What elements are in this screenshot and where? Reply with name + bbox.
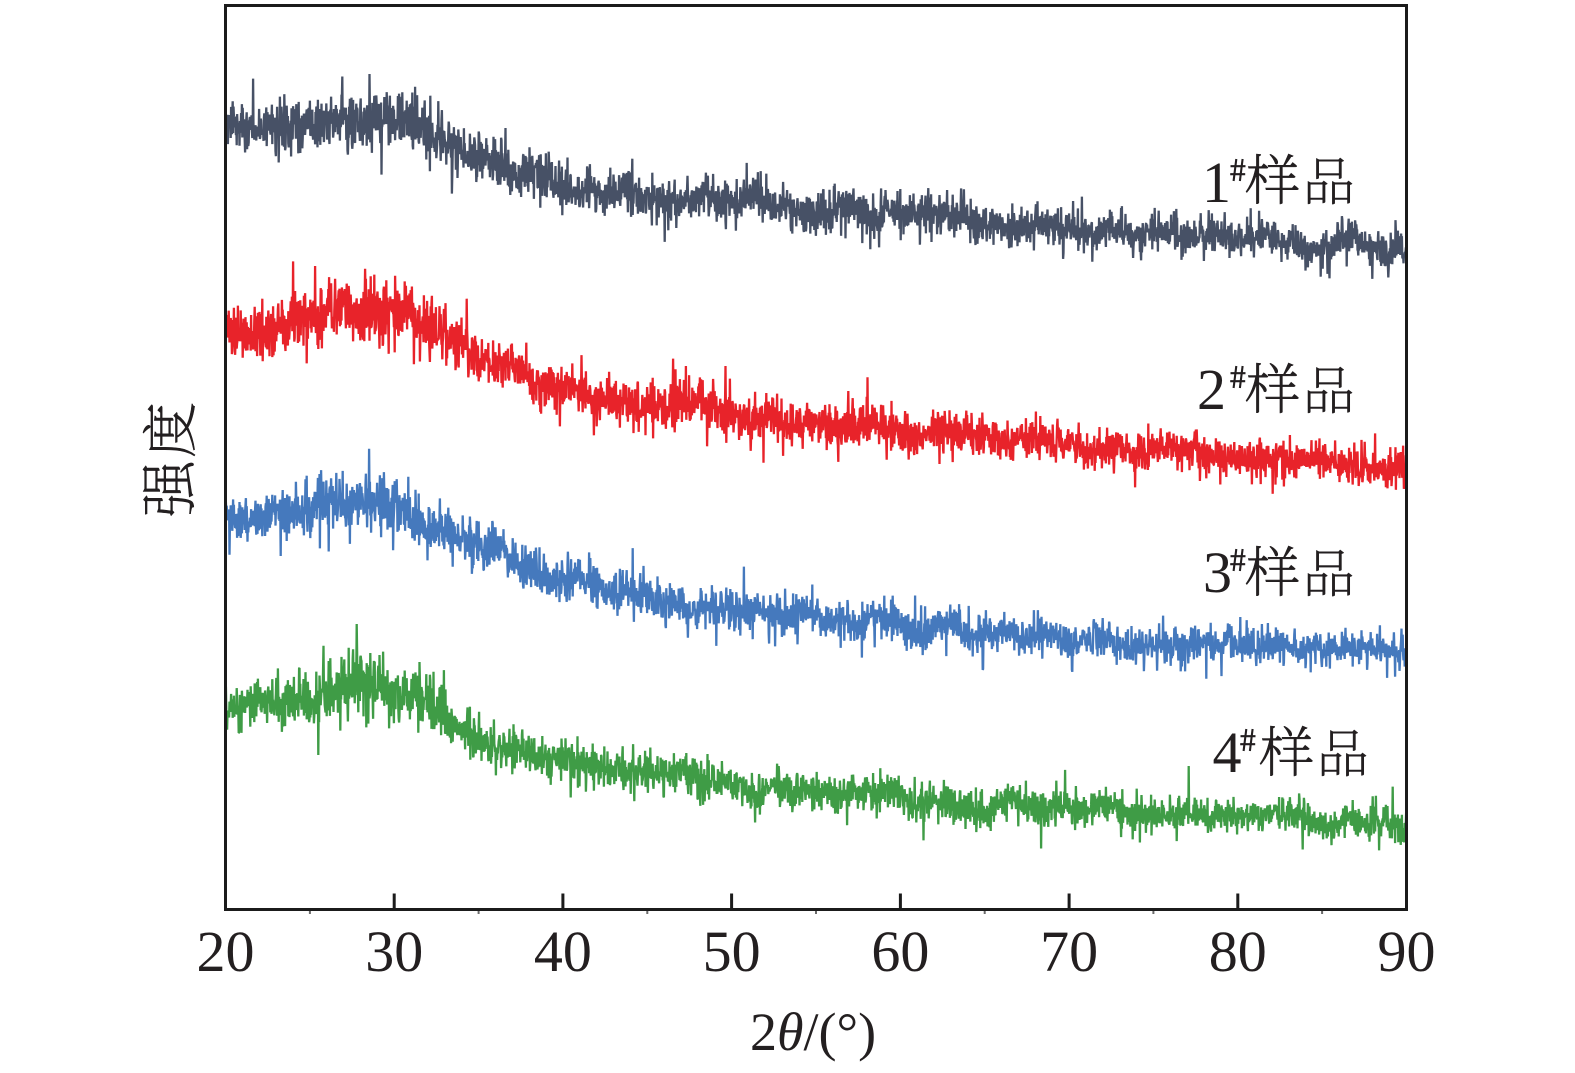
svg-text:70: 70	[1040, 919, 1098, 984]
svg-text:50: 50	[703, 919, 761, 984]
svg-text:40: 40	[534, 919, 592, 984]
svg-text:2θ/(°): 2θ/(°)	[750, 1002, 876, 1062]
svg-text:80: 80	[1209, 919, 1267, 984]
svg-text:4: 4	[1213, 720, 1242, 785]
svg-text:30: 30	[365, 919, 423, 984]
svg-text:1: 1	[1202, 150, 1231, 215]
svg-text:20: 20	[197, 919, 255, 984]
svg-text:60: 60	[871, 919, 929, 984]
svg-text:90: 90	[1378, 919, 1436, 984]
svg-text:2: 2	[1197, 357, 1226, 422]
svg-text:3: 3	[1203, 540, 1232, 605]
